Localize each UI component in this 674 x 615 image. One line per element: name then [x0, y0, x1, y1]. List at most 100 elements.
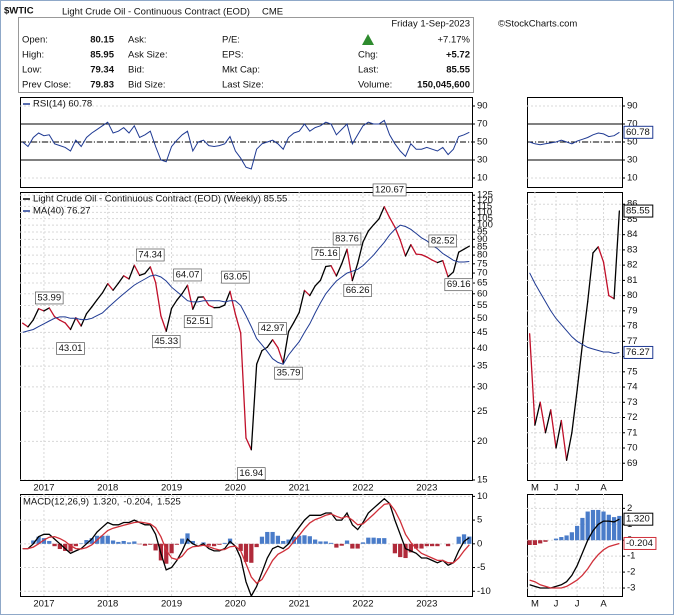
quote-value: 85.95	[90, 50, 114, 61]
price-segment	[597, 246, 605, 263]
price-segment	[293, 311, 300, 324]
annotation-box	[258, 322, 287, 335]
price-segment	[341, 248, 348, 265]
histogram-bar	[467, 536, 472, 544]
price-segment	[463, 245, 470, 250]
price-segment	[186, 284, 194, 310]
y-tick-label: 30	[477, 381, 488, 392]
series-line	[22, 224, 470, 365]
price-segment	[117, 275, 125, 284]
x-tick-label: 2018	[97, 599, 118, 610]
histogram-bar	[217, 543, 222, 545]
y-tick-label: 15	[477, 475, 488, 486]
y-tick-label: 5	[477, 515, 482, 526]
price-segment	[154, 281, 162, 317]
quote-label: P/E:	[222, 35, 240, 46]
price-segment	[234, 313, 242, 334]
histogram-bar	[126, 542, 132, 544]
quote-label: Volume:	[358, 80, 392, 91]
histogram-bar	[36, 536, 41, 544]
histogram-bar	[211, 543, 217, 547]
x-tick-label: J	[575, 483, 580, 494]
y-tick-label: 30	[477, 155, 488, 166]
price-segment	[123, 275, 130, 280]
x-tick-label: M	[531, 599, 539, 610]
annotation-label: 120.67	[375, 184, 404, 195]
histogram-bar	[366, 537, 371, 544]
price-segment	[442, 259, 449, 278]
price-segment	[367, 224, 375, 232]
y-tick-label: 60	[477, 288, 488, 299]
price-segment	[271, 339, 279, 349]
price-segment	[560, 419, 568, 461]
price-segment	[399, 239, 407, 257]
x-tick-label: A	[600, 483, 607, 494]
price-segment	[32, 308, 40, 321]
price-segment	[138, 272, 146, 277]
quote-label: Last:	[358, 65, 379, 76]
histogram-bar	[313, 539, 318, 544]
y-tick-label: 20	[477, 436, 488, 447]
price-segment	[96, 292, 104, 301]
y-tick-label: 65	[477, 278, 488, 289]
quote-label: Open:	[22, 35, 48, 46]
x-tick-label: 2019	[161, 599, 182, 610]
y-tick-label: 78	[627, 321, 638, 332]
price-segment	[404, 243, 412, 257]
histogram-bar	[68, 543, 73, 552]
y-tick-label: 86	[627, 199, 638, 210]
plot-area	[527, 192, 622, 480]
histogram-bar	[73, 543, 78, 547]
price-segment	[602, 261, 610, 297]
price-segment	[420, 253, 428, 258]
annotation-label: 42.97	[261, 323, 285, 334]
plot-area	[20, 192, 472, 480]
annotation-label: 16.94	[239, 468, 263, 479]
histogram-bar	[142, 543, 148, 546]
histogram-bar	[222, 542, 227, 544]
source: ©StockCharts.com	[498, 19, 577, 30]
value-box	[623, 536, 657, 550]
histogram-bar	[206, 543, 211, 546]
y-tick-label: 77	[627, 336, 638, 347]
histogram-bar	[538, 540, 543, 544]
quote-label: Ask:	[128, 35, 146, 46]
y-tick-label: 90	[627, 101, 638, 112]
histogram-bar	[265, 531, 270, 544]
series-line	[22, 119, 470, 170]
annotation-label: 35.79	[277, 368, 301, 379]
annotation-box	[151, 335, 181, 348]
quote-label: Last Size:	[222, 80, 264, 91]
histogram-bar	[414, 543, 419, 549]
price-segment	[170, 299, 178, 310]
price-segment	[436, 259, 444, 264]
histogram-bar	[180, 538, 185, 544]
price-segment	[22, 322, 29, 328]
quote-value: 79.34	[90, 65, 114, 76]
y-tick-label: 125	[477, 190, 493, 201]
quote-label: Bid Size:	[128, 80, 166, 91]
price-segment	[550, 409, 557, 449]
quote-value: 80.15	[90, 35, 114, 46]
y-tick-label: 90	[477, 101, 488, 112]
y-tick-label: 84	[627, 229, 638, 240]
y-tick-label: 0	[477, 538, 482, 549]
y-tick-label: 75	[627, 366, 638, 377]
price-segment	[534, 401, 541, 426]
price-segment	[378, 206, 385, 220]
legend-label: RSI(14) 60.78	[33, 99, 92, 110]
x-tick-label: J	[554, 599, 559, 610]
quote-value: 150,045,600	[417, 80, 470, 91]
price-segment	[335, 263, 343, 277]
histogram-bar	[41, 538, 47, 544]
y-tick-label: 50	[627, 137, 638, 148]
legend-label: -0.204,	[123, 497, 153, 508]
quote-label: Low:	[22, 65, 42, 76]
histogram-bar	[355, 543, 360, 549]
histogram-bar	[89, 538, 94, 544]
histogram-bar	[318, 541, 323, 544]
x-tick-label: M	[531, 483, 539, 494]
quote-value: 85.55	[446, 65, 470, 76]
symbol: $WTIC	[4, 6, 34, 17]
price-segment	[208, 304, 215, 309]
